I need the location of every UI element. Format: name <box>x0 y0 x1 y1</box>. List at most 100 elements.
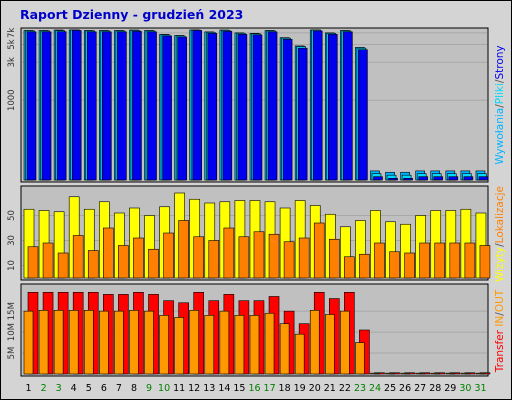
bar-visits-sites-lokalizacje-day-6 <box>103 227 114 279</box>
day-label-4: 4 <box>71 383 77 394</box>
day-label-25: 25 <box>384 383 396 394</box>
bar-transfer-in-out-day-31 <box>475 372 486 375</box>
bar-visits-sites-lokalizacje-day-7 <box>118 245 129 279</box>
bar-transfer-in-out-day-28 <box>430 372 441 375</box>
bar-hits-files-pages-strony-day-16 <box>252 34 263 181</box>
bar-hits-files-pages-strony-day-21 <box>327 34 338 181</box>
bar-visits-sites-lokalizacje-day-15 <box>238 236 250 279</box>
bar-hits-files-pages-strony-day-27 <box>418 176 428 181</box>
bar-transfer-in-out-day-27 <box>415 372 425 375</box>
bar-hits-files-pages-strony-day-7 <box>117 31 127 181</box>
bar-visits-sites-lokalizacje-day-3 <box>57 252 69 279</box>
legend-part: Wywołania <box>494 108 506 165</box>
bar-transfer-in-out-day-20 <box>309 309 320 375</box>
day-label-18: 18 <box>279 383 291 394</box>
legend-bottom: Transfer IN/OUT <box>494 289 506 373</box>
bar-hits-files-pages-strony-day-25 <box>388 178 398 181</box>
bar-transfer-in-out-day-9 <box>144 310 154 375</box>
bar-visits-sites-lokalizacje-day-27 <box>419 242 430 279</box>
y-tick-label: 15M <box>7 302 17 320</box>
day-label-1: 1 <box>25 383 31 394</box>
bar-transfer-in-out-day-25 <box>385 372 395 375</box>
legend-part: Wizyty <box>494 247 506 282</box>
bar-transfer-in-out-day-4 <box>68 309 79 375</box>
bar-hits-files-pages-strony-day-31 <box>478 176 489 181</box>
day-label-21: 21 <box>324 383 336 394</box>
bar-transfer-in-out-day-14 <box>219 310 230 375</box>
bar-visits-sites-lokalizacje-day-18 <box>283 241 295 279</box>
bar-visits-sites-lokalizacje-day-11 <box>178 220 189 279</box>
bar-visits-sites-lokalizacje-day-16 <box>253 231 265 279</box>
day-label-3: 3 <box>56 383 62 394</box>
bar-transfer-in-out-day-21 <box>324 314 335 375</box>
bar-hits-files-pages-strony-day-4 <box>71 30 82 181</box>
day-label-22: 22 <box>339 383 351 394</box>
day-label-7: 7 <box>116 383 122 394</box>
bar-visits-sites-lokalizacje-day-17 <box>268 233 280 279</box>
legend-part: / <box>494 79 506 83</box>
bar-transfer-in-out-day-5 <box>83 309 94 375</box>
bar-hits-files-pages-strony-day-14 <box>222 31 233 181</box>
day-label-24: 24 <box>369 383 381 394</box>
bar-transfer-in-out-day-6 <box>99 310 109 375</box>
day-label-19: 19 <box>294 383 306 394</box>
bar-hits-files-pages-strony-day-22 <box>343 31 353 181</box>
bar-hits-files-pages-strony-day-20 <box>312 30 323 181</box>
bar-transfer-in-out-day-15 <box>234 315 245 375</box>
bar-visits-sites-lokalizacje-day-26 <box>404 252 415 279</box>
bar-transfer-in-out-day-30 <box>460 372 471 375</box>
day-label-2: 2 <box>41 383 47 394</box>
bar-transfer-in-out-day-8 <box>129 309 139 375</box>
bar-visits-sites-lokalizacje-day-4 <box>72 235 84 279</box>
bar-hits-files-pages-strony-day-19 <box>297 47 308 181</box>
y-tick-label: 7k <box>7 28 17 38</box>
bar-hits-files-pages-strony-day-18 <box>282 39 293 181</box>
day-label-14: 14 <box>218 383 230 394</box>
day-label-15: 15 <box>233 383 245 394</box>
y-tick-label: 5k <box>7 39 17 49</box>
bar-visits-sites-lokalizacje-day-25 <box>389 251 400 279</box>
bar-visits-sites-lokalizacje-day-23 <box>359 253 370 279</box>
day-label-10: 10 <box>158 383 170 394</box>
bar-transfer-in-out-day-23 <box>355 342 365 375</box>
day-label-12: 12 <box>188 383 200 394</box>
bar-hits-files-pages-strony-day-23 <box>358 49 368 181</box>
day-label-6: 6 <box>101 383 107 394</box>
y-tick-label: 1000 <box>7 89 17 111</box>
bar-hits-files-pages-strony-day-6 <box>102 31 112 181</box>
day-label-23: 23 <box>354 383 366 394</box>
bar-hits-files-pages-strony-day-3 <box>56 31 67 181</box>
bar-visits-sites-lokalizacje-day-19 <box>298 237 310 279</box>
bar-hits-files-pages-strony-day-2 <box>41 31 52 181</box>
bar-visits-sites-lokalizacje-day-10 <box>163 232 174 279</box>
y-tick-label: 30 <box>7 235 17 246</box>
bar-visits-sites-lokalizacje-day-24 <box>374 242 385 279</box>
legend-part: Pliki <box>494 83 506 104</box>
legend-middle: Wizyty/Lokalizacje <box>494 186 506 282</box>
bar-hits-files-pages-strony-day-11 <box>177 36 187 181</box>
bar-transfer-in-out-day-18 <box>279 323 290 375</box>
bar-visits-sites-lokalizacje-day-2 <box>42 242 54 279</box>
bar-hits-files-pages-strony-day-9 <box>147 31 157 181</box>
bar-hits-files-pages-strony-day-24 <box>373 176 383 181</box>
bar-transfer-in-out-day-11 <box>174 317 184 375</box>
bar-transfer-in-out-day-1 <box>23 310 34 375</box>
bar-transfer-in-out-day-3 <box>53 309 64 375</box>
legend-part: OUT <box>494 289 506 312</box>
legend-part: Strony <box>494 45 506 79</box>
bar-transfer-in-out-day-16 <box>249 315 260 375</box>
day-label-20: 20 <box>309 383 321 394</box>
bar-visits-sites-lokalizacje-day-5 <box>87 250 99 279</box>
day-label-8: 8 <box>131 383 137 394</box>
day-label-26: 26 <box>399 383 411 394</box>
bar-hits-files-pages-strony-day-10 <box>162 35 172 181</box>
y-tick-label: 10M <box>7 323 17 341</box>
day-label-16: 16 <box>248 383 260 394</box>
bar-visits-sites-lokalizacje-day-14 <box>223 227 235 279</box>
bar-hits-files-pages-strony-day-17 <box>267 31 278 181</box>
bar-transfer-in-out-day-7 <box>114 310 124 375</box>
day-label-29: 29 <box>444 383 456 394</box>
bar-hits-files-pages-strony-day-5 <box>86 31 97 181</box>
